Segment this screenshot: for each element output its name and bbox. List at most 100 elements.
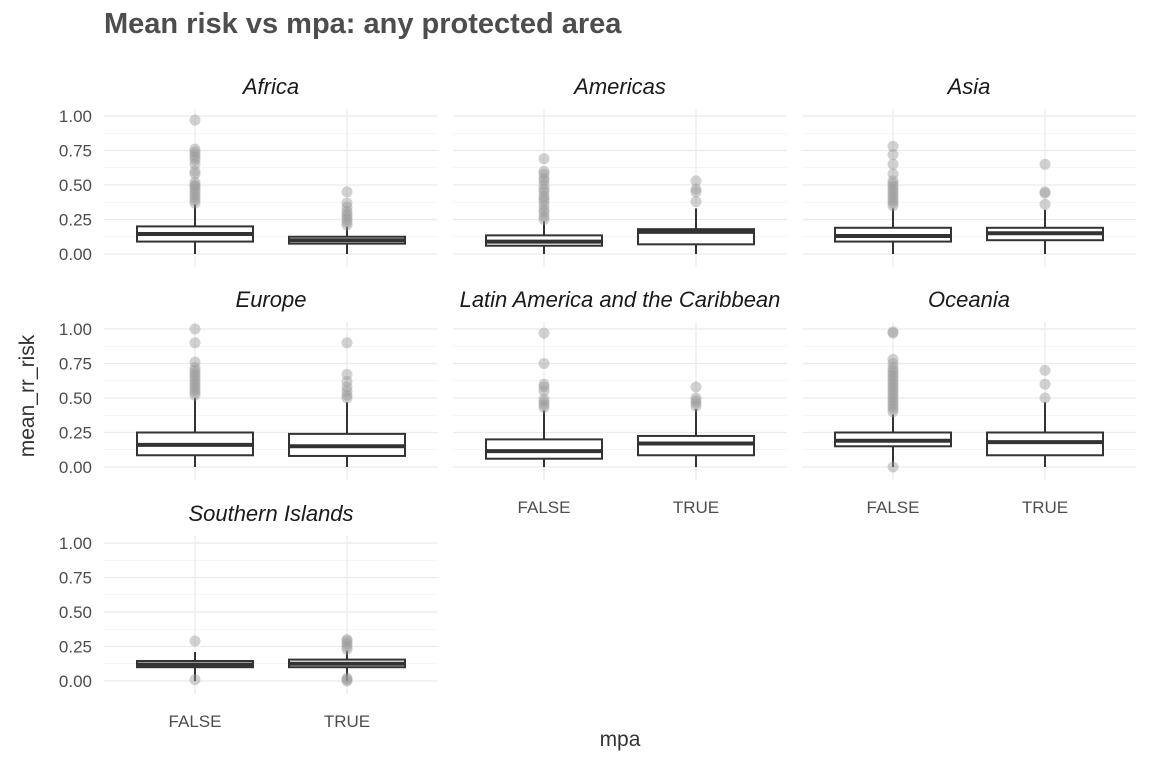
outlier-point	[341, 211, 353, 223]
outlier-point	[341, 634, 353, 646]
outlier-point	[189, 183, 201, 195]
x-tick-label: FALSE	[169, 712, 222, 731]
outlier-point	[538, 204, 550, 216]
outlier-point	[538, 399, 550, 411]
outlier-point	[341, 214, 353, 225]
y-tick-label: 0.75	[59, 355, 92, 374]
outlier-point	[690, 398, 702, 410]
y-tick-label: 0.00	[59, 458, 92, 477]
outlier-point	[189, 165, 201, 177]
outlier-point	[189, 381, 201, 393]
outlier-point	[341, 375, 353, 387]
outlier-point	[189, 370, 201, 382]
y-tick-label: 0.25	[59, 424, 92, 443]
outlier-point	[887, 384, 899, 396]
outlier-point	[341, 389, 353, 401]
outlier-point	[341, 205, 353, 217]
outlier-point	[690, 175, 702, 187]
outlier-point	[189, 151, 201, 163]
outlier-point	[538, 168, 550, 180]
outlier-point	[538, 153, 550, 165]
outlier-point	[1039, 187, 1051, 199]
outlier-point	[189, 143, 201, 155]
y-tick-label: 1.00	[59, 107, 92, 126]
outlier-point	[189, 674, 201, 686]
outlier-point	[189, 362, 201, 374]
outlier-point	[887, 186, 899, 198]
y-axis-title: mean_rr_risk	[16, 334, 39, 457]
outlier-point	[887, 373, 899, 385]
outlier-point	[887, 180, 899, 192]
outlier-point	[887, 381, 899, 393]
y-tick-label: 0.00	[59, 672, 92, 691]
outlier-point	[887, 189, 899, 201]
outlier-point	[887, 183, 899, 195]
outlier-point	[887, 378, 899, 390]
outlier-point	[538, 385, 550, 397]
y-tick-label: 0.25	[59, 211, 92, 230]
y-tick-label: 1.00	[59, 320, 92, 339]
facet-label-asia: Asia	[946, 74, 991, 99]
y-tick-label: 0.50	[59, 389, 92, 408]
outlier-point	[189, 114, 201, 126]
outlier-point	[538, 175, 550, 187]
outlier-point	[538, 190, 550, 202]
y-tick-label: 0.75	[59, 569, 92, 588]
outlier-point	[1039, 158, 1051, 170]
outlier-point	[538, 186, 550, 198]
outlier-point	[341, 197, 353, 209]
facet-label-africa: Africa	[241, 74, 299, 99]
outlier-point	[341, 392, 353, 404]
y-tick-label: 0.50	[59, 603, 92, 622]
outlier-point	[538, 214, 550, 225]
outlier-point	[887, 326, 899, 338]
outlier-point	[887, 140, 899, 152]
outlier-point	[887, 370, 899, 382]
outlier-point	[887, 392, 899, 404]
outlier-point	[189, 149, 201, 161]
outlier-point	[1039, 392, 1051, 404]
outlier-point	[887, 362, 899, 374]
outlier-point	[538, 193, 550, 205]
outlier-point	[189, 197, 201, 209]
outlier-point	[189, 180, 201, 192]
outlier-point	[341, 672, 353, 684]
outlier-point	[189, 367, 201, 379]
y-tick-label: 1.00	[59, 534, 92, 553]
outlier-point	[887, 403, 899, 415]
facet-label-americas: Americas	[572, 74, 666, 99]
outlier-point	[887, 375, 899, 387]
outlier-point	[538, 402, 550, 414]
outlier-point	[887, 358, 899, 369]
outlier-point	[1039, 364, 1051, 376]
outlier-point	[189, 323, 201, 335]
y-tick-label: 0.50	[59, 176, 92, 195]
outlier-point	[538, 172, 550, 184]
outlier-point	[538, 327, 550, 339]
outlier-point	[887, 398, 899, 410]
outlier-point	[887, 386, 899, 398]
outlier-point	[189, 337, 201, 349]
outlier-point	[189, 364, 201, 376]
y-tick-label: 0.75	[59, 142, 92, 161]
facet-label-oceania: Oceania	[928, 287, 1010, 312]
outlier-point	[341, 675, 353, 687]
outlier-point	[341, 186, 353, 198]
x-tick-label: TRUE	[1022, 498, 1068, 517]
x-tick-label: TRUE	[324, 712, 370, 731]
outlier-point	[189, 375, 201, 387]
outlier-point	[538, 211, 550, 223]
outlier-point	[887, 158, 899, 170]
outlier-point	[189, 191, 201, 203]
outlier-point	[189, 389, 201, 401]
outlier-point	[690, 186, 702, 198]
outlier-point	[189, 635, 201, 647]
outlier-point	[189, 168, 201, 180]
outlier-point	[690, 392, 702, 404]
outlier-point	[887, 191, 899, 203]
x-tick-label: FALSE	[867, 498, 920, 517]
outlier-point	[189, 186, 201, 198]
outlier-point	[690, 395, 702, 407]
x-axis-title: mpa	[600, 728, 641, 751]
outlier-point	[189, 356, 201, 368]
